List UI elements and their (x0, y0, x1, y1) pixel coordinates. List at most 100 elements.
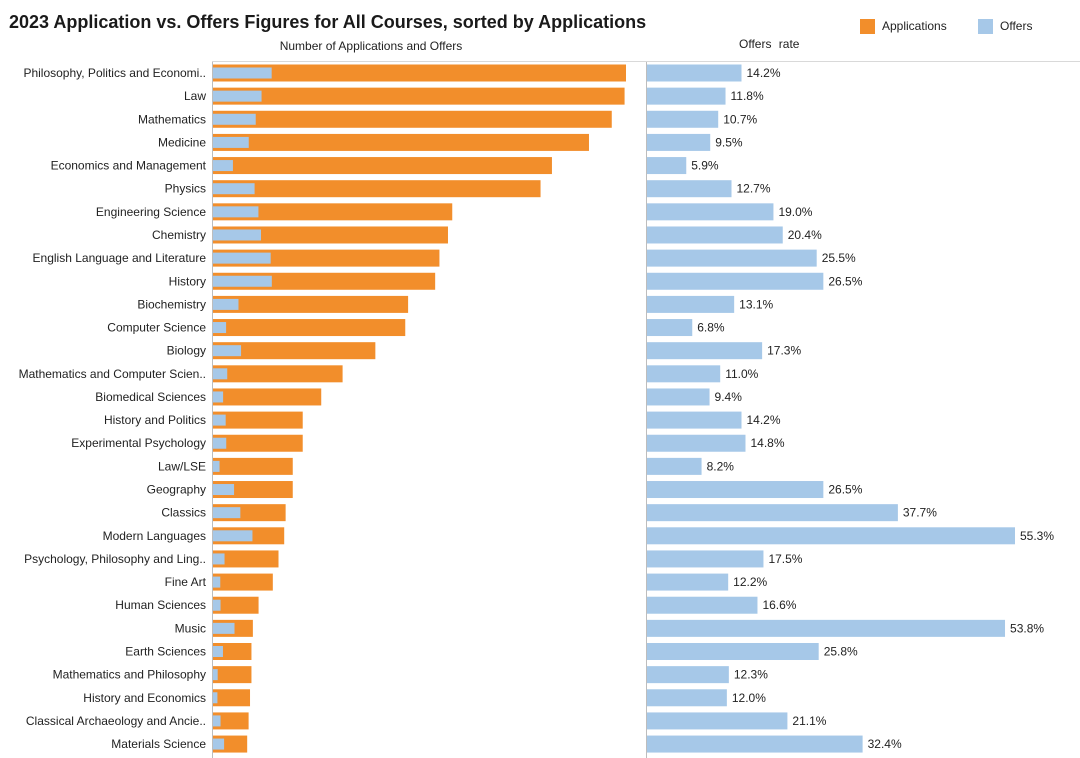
applications-bar[interactable] (213, 365, 343, 383)
offers-rate-bar[interactable] (647, 180, 732, 198)
offers-rate-bar[interactable] (647, 457, 702, 475)
applications-bar[interactable] (213, 133, 589, 151)
offers-rate-bar[interactable] (647, 712, 788, 730)
offers-rate-bar[interactable] (647, 203, 774, 221)
applications-bar[interactable] (213, 550, 279, 568)
offers-rate-bar[interactable] (647, 226, 783, 244)
offers-bar[interactable] (213, 368, 228, 380)
category-label: Materials Science (111, 737, 206, 751)
offers-bar[interactable] (213, 437, 227, 449)
applications-bar[interactable] (213, 457, 293, 475)
offers-rate-bar[interactable] (647, 272, 824, 290)
offers-rate-bar[interactable] (647, 573, 729, 591)
offers-rate-bar[interactable] (647, 319, 693, 337)
offers-rate-bar[interactable] (647, 157, 687, 175)
offers-bar[interactable] (213, 206, 259, 218)
offers-rate-bar[interactable] (647, 550, 764, 568)
offers-rate-bar[interactable] (647, 342, 763, 360)
offers-bar[interactable] (213, 183, 255, 195)
offers-bar[interactable] (213, 414, 226, 426)
offers-bar[interactable] (213, 553, 225, 565)
applications-bar[interactable] (213, 573, 273, 591)
applications-bar[interactable] (213, 203, 453, 221)
offers-rate-bar[interactable] (647, 411, 742, 429)
offers-rate-bar[interactable] (647, 666, 729, 684)
offers-bar[interactable] (213, 530, 253, 542)
offers-rate-label: 9.5% (715, 135, 743, 149)
applications-bar[interactable] (213, 342, 376, 360)
offers-rate-bar[interactable] (647, 527, 1015, 545)
applications-bar[interactable] (213, 411, 303, 429)
offers-rate-bar[interactable] (647, 64, 742, 82)
offers-bar[interactable] (213, 160, 233, 172)
offers-rate-label: 12.3% (734, 668, 768, 682)
applications-bar[interactable] (213, 64, 626, 82)
offers-bar[interactable] (213, 576, 221, 588)
offers-rate-bar[interactable] (647, 434, 746, 452)
offers-rate-bar[interactable] (647, 365, 721, 383)
offers-rate-bar[interactable] (647, 689, 727, 707)
offers-rate-bar[interactable] (647, 110, 719, 128)
offers-rate-label: 19.0% (778, 205, 812, 219)
applications-bar[interactable] (213, 689, 251, 707)
offers-bar[interactable] (213, 599, 221, 611)
chart-title: 2023 Application vs. Offers Figures for … (9, 12, 647, 32)
offers-bar[interactable] (213, 692, 218, 704)
offers-bar[interactable] (213, 275, 272, 287)
applications-bar[interactable] (213, 666, 252, 684)
offers-rate-bar[interactable] (647, 295, 735, 313)
applications-bar[interactable] (213, 434, 303, 452)
offers-bar[interactable] (213, 90, 262, 102)
offers-rate-label: 12.0% (732, 691, 766, 705)
offers-rate-bar[interactable] (647, 735, 863, 753)
offers-rate-bar[interactable] (647, 504, 898, 522)
applications-bar[interactable] (213, 712, 249, 730)
offers-bar[interactable] (213, 298, 239, 310)
offers-bar[interactable] (213, 113, 256, 125)
offers-bar[interactable] (213, 738, 225, 750)
offers-rate-label: 10.7% (723, 112, 757, 126)
applications-bar[interactable] (213, 319, 406, 337)
offers-bar[interactable] (213, 136, 249, 148)
offers-rate-bar[interactable] (647, 87, 726, 105)
offers-rate-bar[interactable] (647, 596, 758, 614)
offers-bar[interactable] (213, 646, 223, 657)
offers-rate-label: 26.5% (828, 274, 862, 288)
applications-bar[interactable] (213, 87, 625, 105)
applications-bar[interactable] (213, 295, 409, 313)
category-label: Modern Languages (103, 529, 206, 543)
offers-bar[interactable] (213, 715, 221, 727)
applications-bar[interactable] (213, 157, 552, 175)
offers-bar[interactable] (213, 484, 235, 496)
category-label: Mathematics (138, 112, 206, 126)
offers-bar[interactable] (213, 252, 271, 264)
offers-bar[interactable] (213, 460, 220, 472)
legend-item-offers[interactable]: Offers (978, 17, 1032, 35)
offers-rate-label: 14.2% (746, 66, 780, 80)
applications-bar[interactable] (213, 180, 541, 198)
category-label: Economics and Management (51, 159, 207, 173)
offers-bar[interactable] (213, 229, 261, 241)
offers-rate-bar[interactable] (647, 619, 1006, 637)
offers-bar[interactable] (213, 67, 272, 79)
offers-rate-label: 55.3% (1020, 529, 1054, 543)
offers-rate-bar[interactable] (647, 643, 819, 660)
applications-bar[interactable] (213, 226, 448, 244)
offers-bar[interactable] (213, 669, 218, 681)
offers-rate-label: 14.2% (746, 413, 780, 427)
offers-bar[interactable] (213, 345, 242, 357)
legend-item-applications[interactable]: Applications (860, 17, 947, 35)
offers-bar[interactable] (213, 322, 227, 334)
offers-bar[interactable] (213, 391, 224, 403)
offers-rate-bar[interactable] (647, 133, 711, 151)
offers-rate-bar[interactable] (647, 249, 817, 267)
category-label: Mathematics and Computer Scien.. (19, 367, 206, 381)
offers-bar[interactable] (213, 622, 235, 634)
applications-bar[interactable] (213, 110, 612, 128)
offers-bar[interactable] (213, 507, 241, 519)
offers-rate-bar[interactable] (647, 481, 824, 499)
header-divider (212, 61, 1080, 62)
applications-bar[interactable] (213, 596, 259, 614)
applications-bar[interactable] (213, 388, 322, 406)
offers-rate-bar[interactable] (647, 388, 710, 406)
